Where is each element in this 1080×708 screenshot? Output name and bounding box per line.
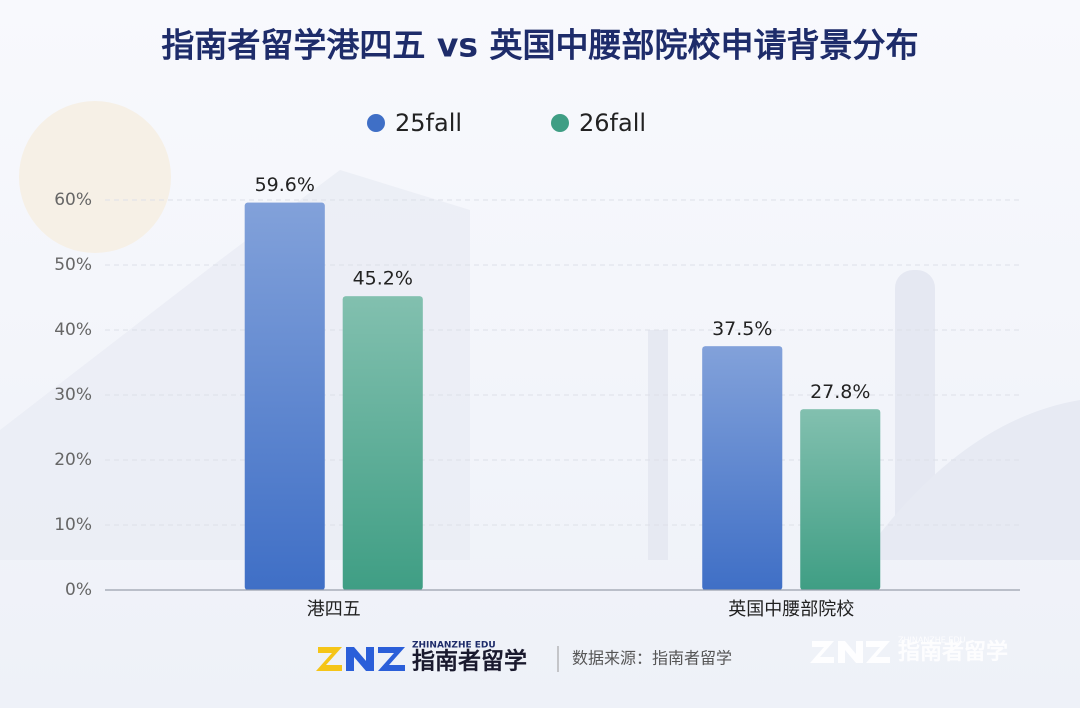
logo-sub: ZHINANZHE EDU xyxy=(412,641,496,651)
y-tick-label: 0% xyxy=(65,580,92,600)
footer: ZHINANZHE EDU 指南者留学 数据来源：指南者留学 ZHINANZHE… xyxy=(316,636,1008,675)
logo-brand: 指南者留学 xyxy=(412,648,527,675)
decor-tower xyxy=(648,330,668,560)
x-tick-label: 英国中腰部院校 xyxy=(728,599,854,620)
decor-hill xyxy=(860,400,1080,560)
plot: 0% 10% 20% 30% 40% 50% 60% 港四五 59.6% 45.2% 英国中腰部院校… xyxy=(54,174,1020,620)
legend: 25fall 26fall xyxy=(367,109,646,137)
watermark-brand: 指南者留学 xyxy=(898,639,1008,665)
bar-highlight xyxy=(342,296,423,590)
x-tick-label: 港四五 xyxy=(307,599,361,620)
legend-label: 26fall xyxy=(579,109,646,137)
y-tick-label: 30% xyxy=(54,385,92,405)
bar-highlight xyxy=(800,409,881,590)
bar-highlight xyxy=(244,202,325,590)
source-note: 数据来源：指南者留学 xyxy=(572,649,732,668)
y-tick-label: 20% xyxy=(54,450,92,470)
value-label: 37.5% xyxy=(712,318,772,340)
watermark-sub: ZHINANZHE EDU xyxy=(898,636,966,645)
decor-sun xyxy=(19,101,171,253)
logo-mark xyxy=(316,647,405,671)
bar-highlight xyxy=(702,346,783,590)
y-tick-label: 60% xyxy=(54,190,92,210)
y-tick-label: 10% xyxy=(54,515,92,535)
value-label: 59.6% xyxy=(255,174,315,196)
watermark-mark xyxy=(810,641,890,663)
y-tick-label: 50% xyxy=(54,255,92,275)
legend-swatch xyxy=(551,114,569,132)
legend-label: 25fall xyxy=(395,109,462,137)
chart-title: 指南者留学港四五 vs 英国中腰部院校申请背景分布 xyxy=(161,26,918,65)
value-label: 27.8% xyxy=(810,381,870,403)
legend-swatch xyxy=(367,114,385,132)
value-label: 45.2% xyxy=(353,268,413,290)
y-tick-label: 40% xyxy=(54,320,92,340)
